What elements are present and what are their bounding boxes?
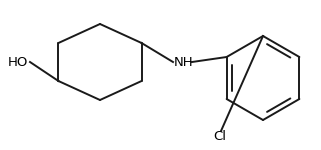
Text: Cl: Cl [213, 129, 226, 142]
Text: HO: HO [8, 56, 28, 69]
Text: NH: NH [174, 56, 194, 69]
